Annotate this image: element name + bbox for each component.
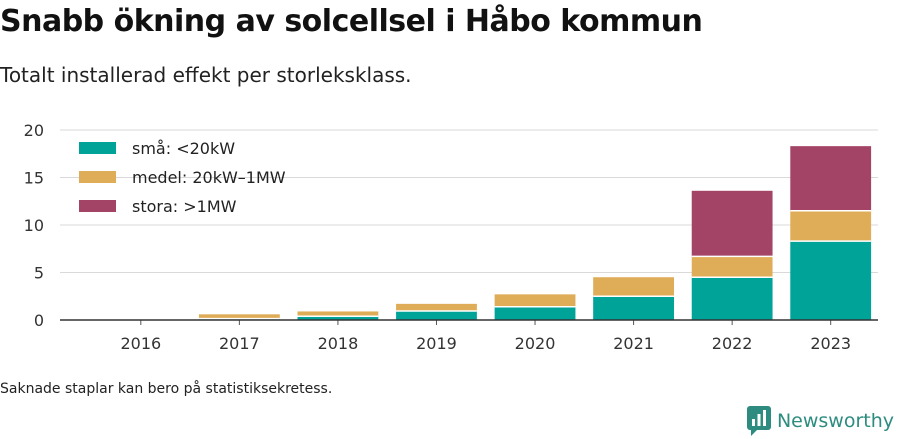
chart-title: Snabb ökning av solcellsel i Håbo kommun (0, 4, 703, 39)
x-tick-label: 2019 (416, 334, 457, 353)
x-tick-label: 2022 (712, 334, 753, 353)
brand-name: Newsworthy (776, 410, 894, 432)
bar-segment (198, 314, 280, 319)
bar-segment (691, 190, 773, 257)
legend-label: medel: 20kW–1MW (132, 168, 286, 187)
bar-segment (790, 146, 872, 211)
y-tick-label: 20 (24, 121, 44, 140)
y-tick-label: 0 (34, 311, 44, 330)
x-tick-label: 2021 (613, 334, 654, 353)
y-tick-label: 15 (24, 169, 44, 188)
x-tick-label: 2016 (120, 334, 161, 353)
legend-label: små: <20kW (132, 139, 235, 158)
bar-segment (691, 277, 773, 320)
bar-segment (297, 316, 379, 320)
bar-segment (494, 306, 576, 320)
x-tick-label: 2018 (318, 334, 359, 353)
bar-segment (593, 296, 674, 320)
bar-segment (297, 311, 379, 317)
chart-subtitle: Totalt installerad effekt per storlekskl… (0, 63, 412, 87)
y-tick-label: 10 (24, 216, 44, 235)
stacked-bar-chart: 0 5 10 15 20 2016 2017 2018 2019 2020 2021 2022 2023… (24, 121, 878, 353)
brand[interactable]: Newsworthy (746, 405, 894, 437)
x-tick-label: 2023 (810, 334, 851, 353)
x-tick-label: 2020 (515, 334, 556, 353)
bar-segment (494, 294, 576, 307)
legend-label: stora: >1MW (132, 197, 237, 216)
legend-swatch (79, 171, 116, 183)
bar-segment (593, 277, 674, 297)
bar-segment (790, 210, 872, 242)
bar-segment (396, 303, 477, 311)
legend-swatch (79, 200, 116, 212)
legend-swatch (79, 142, 116, 154)
footnote: Saknade staplar kan bero på statistiksek… (0, 381, 333, 397)
newsworthy-logo-icon (746, 406, 771, 436)
bar-segment (790, 241, 872, 320)
x-tick-label: 2017 (219, 334, 260, 353)
y-tick-label: 5 (34, 264, 44, 283)
bar-segment (691, 256, 773, 278)
bar-segment (396, 310, 477, 320)
